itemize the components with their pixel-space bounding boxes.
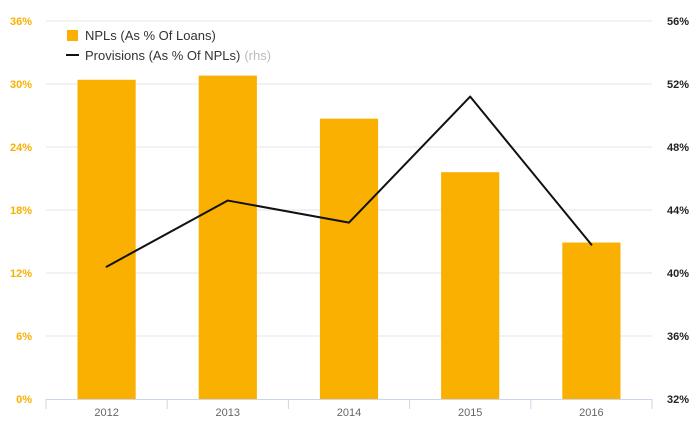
x-tick-label: 2012	[94, 407, 118, 419]
y-right-tick-label: 32%	[667, 394, 689, 406]
legend-label-provisions-suffix: (rhs)	[244, 48, 271, 63]
y-left-tick-label: 0%	[16, 394, 32, 406]
y-left-tick-label: 12%	[10, 268, 32, 280]
legend-label-npls: NPLs (As % Of Loans)	[85, 28, 216, 43]
y-right-tick-label: 52%	[667, 79, 689, 91]
y-right-tick-label: 40%	[667, 268, 689, 280]
x-tick-label: 2014	[337, 407, 361, 419]
tick-labels: 0% 32% 6% 36% 12% 40% 18% 44% 24% 48% 30% 52% 36% 56%…	[10, 16, 689, 419]
x-tick-label: 2015	[458, 407, 482, 419]
provisions-line-group	[105, 95, 593, 268]
npl-bar	[562, 242, 621, 399]
x-tick-label: 2016	[579, 407, 603, 419]
x-axis	[45, 399, 653, 409]
y-left-tick-label: 24%	[10, 142, 32, 154]
y-right-tick-label: 48%	[667, 142, 689, 154]
legend: NPLs (As % Of Loans) Provisions (As % Of…	[66, 28, 271, 63]
y-left-tick-label: 36%	[10, 16, 32, 28]
y-right-tick-label: 44%	[667, 205, 689, 217]
bars	[77, 75, 621, 400]
x-tick-label: 2013	[216, 407, 240, 419]
npl-bar	[77, 79, 136, 400]
npl-bar	[441, 172, 500, 399]
legend-label-provisions: Provisions (As % Of NPLs) (rhs)	[85, 48, 271, 63]
legend-swatch-npls	[67, 30, 78, 41]
y-left-tick-label: 18%	[10, 205, 32, 217]
npl-bar	[198, 75, 257, 399]
legend-label-provisions-name: Provisions (As % Of NPLs)	[85, 48, 240, 63]
y-right-tick-label: 56%	[667, 16, 689, 28]
npl-bar	[319, 118, 379, 400]
y-right-tick-label: 36%	[667, 331, 689, 343]
y-left-tick-label: 30%	[10, 79, 32, 91]
y-left-tick-label: 6%	[16, 331, 32, 343]
